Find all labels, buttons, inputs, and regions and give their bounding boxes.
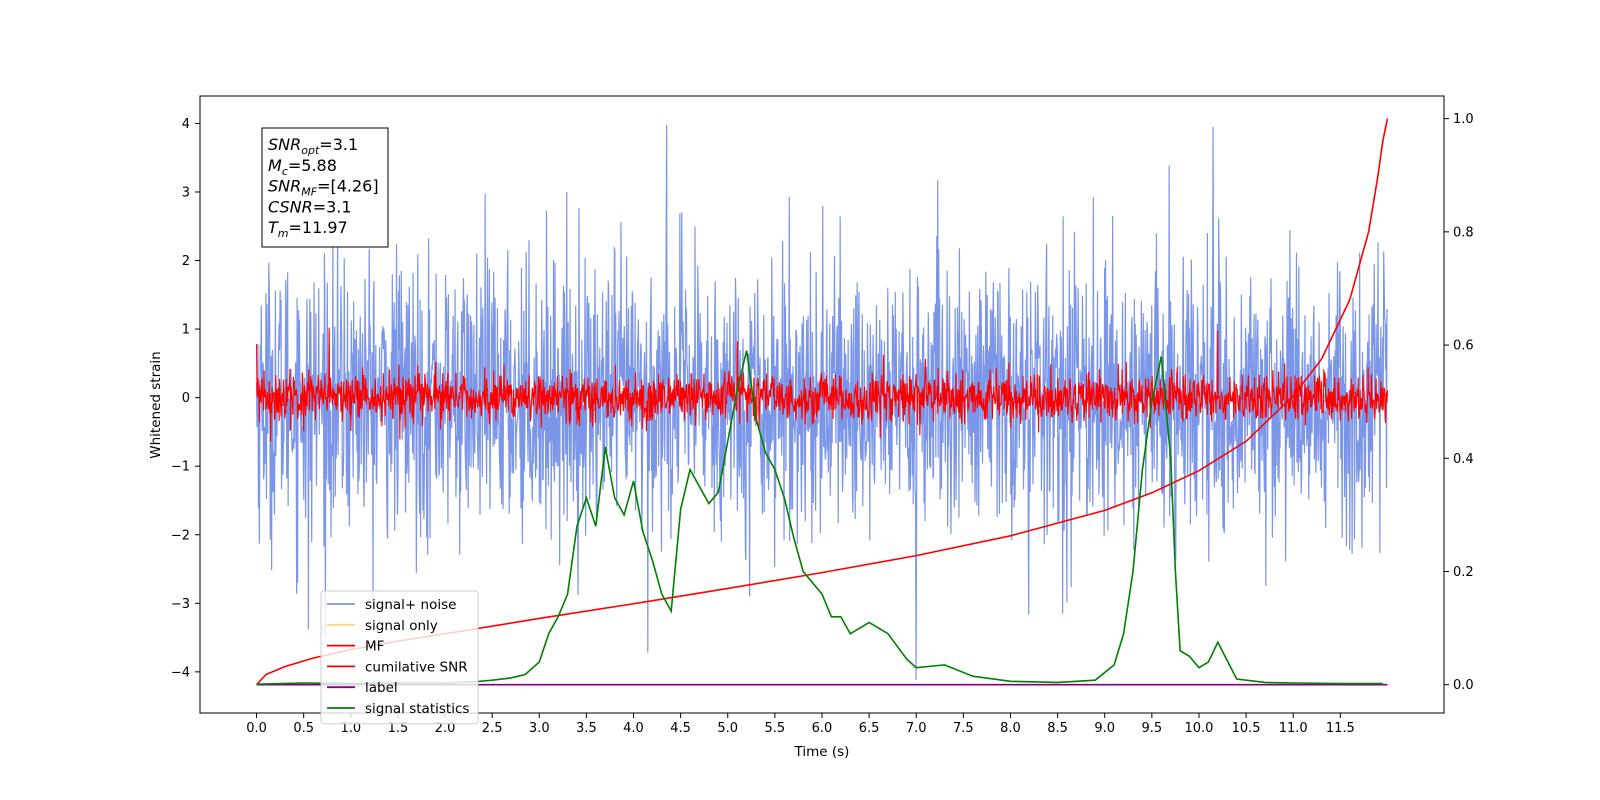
x-tick-label: 6.5	[859, 721, 880, 736]
y-tick-label: 2	[182, 254, 190, 269]
y-tick-label: −2	[171, 528, 190, 543]
info-box-frame	[261, 127, 389, 248]
x-tick-label: 6.0	[812, 721, 833, 736]
x-tick-label: 11.5	[1326, 721, 1355, 736]
x-tick-label: 9.5	[1142, 721, 1163, 736]
x-tick-label: 4.5	[670, 721, 691, 736]
y-tick-label: 1	[182, 323, 190, 338]
x-tick-label: 2.5	[482, 721, 503, 736]
x-tick-label: 10.5	[1232, 721, 1261, 736]
info-box-line: SNRopt=3.1	[268, 135, 358, 157]
y-tick-label: 3	[182, 185, 190, 200]
legend-label-cumilative-snr: cumilative SNR	[365, 659, 468, 675]
x-tick-label: 5.0	[717, 721, 738, 736]
x-tick-label: 5.5	[765, 721, 786, 736]
x-tick-label: 2.0	[435, 721, 456, 736]
y-tick-label: −4	[171, 665, 190, 680]
y2-tick-label: 0.2	[1453, 565, 1474, 580]
y-tick-label: 0	[182, 391, 190, 406]
x-tick-label: 8.5	[1047, 721, 1068, 736]
series-mf-line	[256, 327, 1388, 442]
series-signal-statistics-line	[256, 350, 1383, 685]
x-tick-label: 4.0	[623, 721, 644, 736]
x-tick-label: 1.0	[340, 721, 361, 736]
y-tick-label: −3	[171, 597, 190, 612]
info-box-line: CSNR=3.1	[268, 197, 352, 216]
x-tick-label: 3.0	[529, 721, 550, 736]
info-box-line: Mc=5.88	[268, 156, 337, 178]
y-axis-label: Whitened strain	[148, 351, 164, 458]
legend-label-signal-noise: signal+ noise	[365, 597, 456, 613]
x-tick-label: 9.0	[1094, 721, 1115, 736]
x-tick-label: 0.0	[246, 721, 267, 736]
y-tick-label: 4	[182, 117, 190, 132]
y2-tick-label: 0.0	[1453, 678, 1474, 693]
x-tick-label: 0.5	[293, 721, 314, 736]
x-tick-label: 7.0	[906, 721, 927, 736]
info-box-line: Tm=11.97	[268, 218, 348, 240]
axes: 0.0 0.5 1.0 1.5 2.0 2.5 3.0 3.5 4.0 4.5 5.0 5.5 6.0 6…	[171, 112, 1474, 736]
info-box-line: SNRMF=[4.26]	[268, 177, 379, 199]
legend-label-label: label	[365, 680, 398, 696]
legend-label-mf: MF	[365, 639, 384, 655]
x-tick-label: 10.0	[1184, 721, 1213, 736]
x-tick-label: 1.5	[388, 721, 409, 736]
series-signal-noise-line	[255, 124, 1389, 681]
x-axis-label: Time (s)	[794, 744, 850, 760]
x-tick-label: 7.5	[953, 721, 974, 736]
y2-tick-label: 0.4	[1453, 452, 1474, 467]
legend-label-signal-only: signal only	[365, 618, 438, 634]
legend: signal+ noise signal only MF cumilative SNR…	[320, 590, 479, 725]
legend-label-signal-statistics: signal statistics	[365, 701, 469, 717]
x-tick-label: 11.0	[1279, 721, 1308, 736]
y2-tick-label: 0.6	[1453, 339, 1474, 354]
legend-frame	[320, 590, 479, 725]
y-tick-label: −1	[171, 460, 190, 475]
y2-tick-label: 1.0	[1453, 112, 1474, 127]
y2-tick-label: 0.8	[1453, 225, 1474, 240]
x-tick-label: 3.5	[576, 721, 597, 736]
x-tick-label: 8.0	[1000, 721, 1021, 736]
